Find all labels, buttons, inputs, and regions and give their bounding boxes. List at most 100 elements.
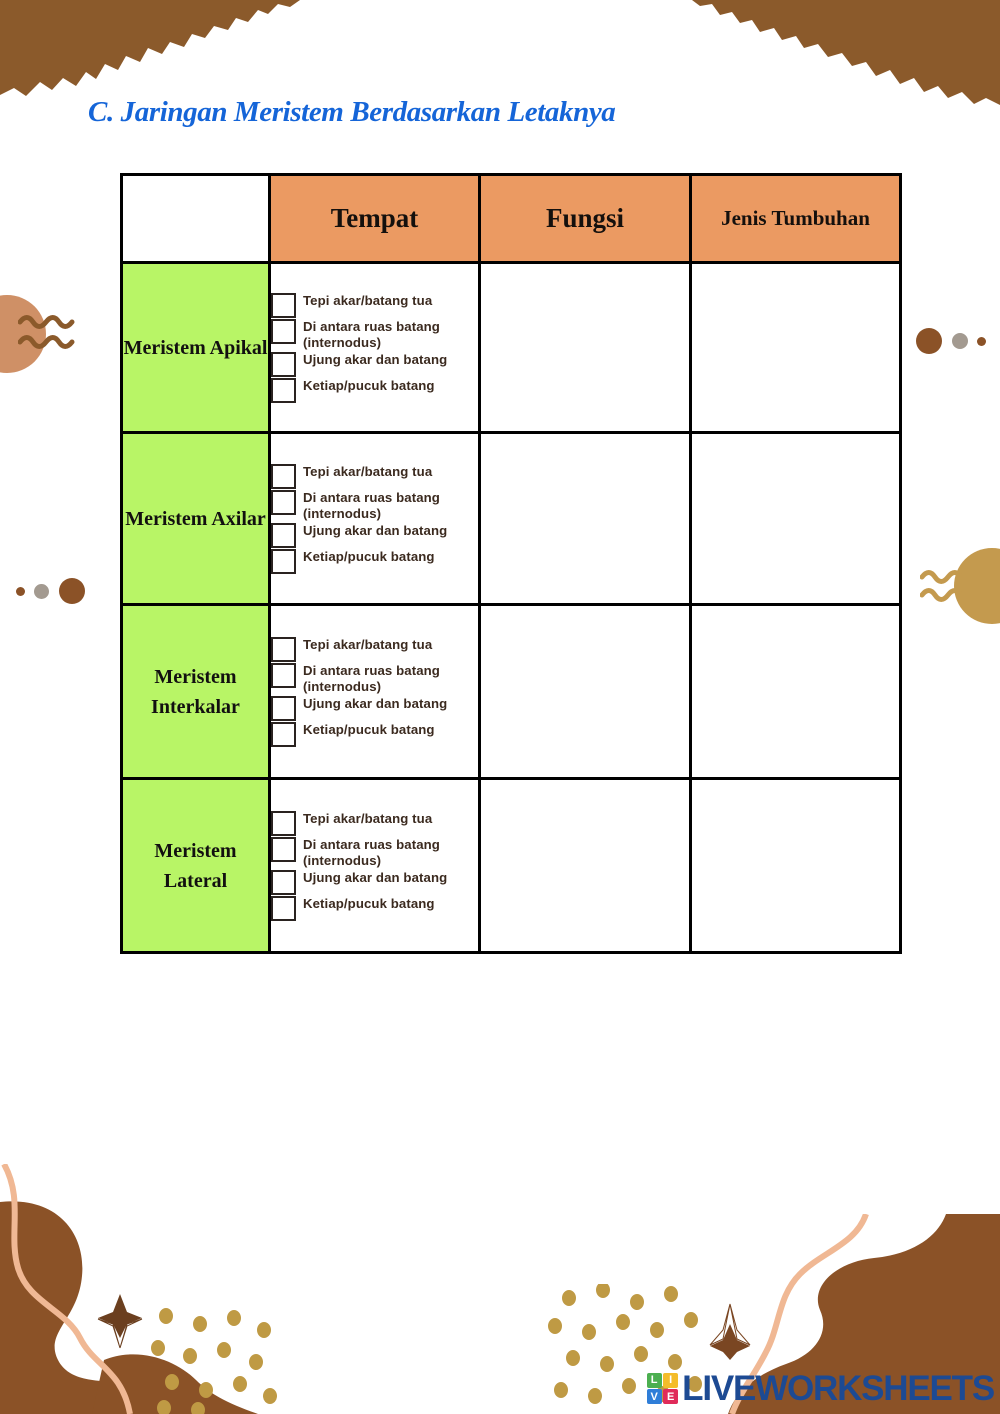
liveworksheets-watermark[interactable]: L I V E LIVEWORKSHEETS <box>646 1369 995 1408</box>
column-header-tempat: Tempat <box>268 173 481 264</box>
wavy-lines-decoration-right <box>920 570 964 602</box>
checkbox-label: Ujung akar dan batang <box>303 695 448 711</box>
wavy-lines-decoration-left <box>18 315 75 349</box>
checkbox-option[interactable]: Di antara ruas batang (internodus) <box>271 489 478 521</box>
checkbox-icon[interactable] <box>271 522 296 548</box>
checkbox-icon[interactable] <box>271 377 296 403</box>
dot-large <box>916 328 943 354</box>
checkbox-label: Di antara ruas batang (internodus) <box>303 319 440 350</box>
checkbox-icon[interactable] <box>271 637 296 663</box>
jenis-tumbuhan-answer-cell[interactable] <box>689 431 902 606</box>
organic-blob-bottom-left <box>0 1164 258 1414</box>
checkbox-label: Tepi akar/batang tua <box>303 293 433 309</box>
checkbox-option[interactable]: Ujung akar dan batang <box>271 351 478 377</box>
meristem-worksheet-table: Tempat Fungsi Jenis Tumbuhan Meristem Ap… <box>120 173 902 954</box>
row-label-meristem-interkalar: Meristem Interkalar <box>120 603 271 780</box>
column-header-blank <box>120 173 271 264</box>
checkbox-icon[interactable] <box>271 869 296 895</box>
table-row: Meristem Lateral Tepi akar/batang tua Di… <box>120 777 902 954</box>
checkbox-icon[interactable] <box>271 319 296 345</box>
column-header-jenis-tumbuhan: Jenis Tumbuhan <box>689 173 902 264</box>
dot-small <box>977 336 986 346</box>
tempat-options-cell: Tepi akar/batang tua Di antara ruas bata… <box>268 261 481 434</box>
checkbox-option[interactable]: Di antara ruas batang (internodus) <box>271 662 478 694</box>
checkbox-option[interactable]: Ketiap/pucuk batang <box>271 548 478 574</box>
checkbox-icon[interactable] <box>271 293 296 319</box>
jenis-tumbuhan-answer-cell[interactable] <box>689 603 902 780</box>
checkbox-option[interactable]: Tepi akar/batang tua <box>271 636 478 663</box>
checkbox-option[interactable]: Ujung akar dan batang <box>271 522 478 548</box>
row-label-meristem-axilar: Meristem Axilar <box>120 431 271 606</box>
checkbox-option[interactable]: Ujung akar dan batang <box>271 695 478 721</box>
checkbox-label: Tepi akar/batang tua <box>303 464 433 480</box>
logo-square-i: I <box>663 1372 679 1388</box>
tempat-options-cell: Tepi akar/batang tua Di antara ruas bata… <box>268 777 481 954</box>
fungsi-answer-cell[interactable] <box>478 431 692 606</box>
fungsi-answer-cell[interactable] <box>478 261 692 434</box>
checkbox-option-list: Tepi akar/batang tua Di antara ruas bata… <box>271 810 478 921</box>
dot-small <box>16 586 25 596</box>
checkbox-label: Tepi akar/batang tua <box>303 637 433 653</box>
logo-square-e: E <box>663 1389 679 1405</box>
checkbox-option[interactable]: Tepi akar/batang tua <box>271 463 478 490</box>
checkbox-label: Tepi akar/batang tua <box>303 811 433 827</box>
gold-dot-pattern-left <box>151 1308 277 1414</box>
sparkle-icon-left <box>97 1294 143 1349</box>
checkbox-label: Di antara ruas batang (internodus) <box>303 490 440 521</box>
checkbox-label: Ujung akar dan batang <box>303 351 448 367</box>
jenis-tumbuhan-answer-cell[interactable] <box>689 777 902 954</box>
liveworksheets-logo-icon: L I V E <box>646 1372 679 1405</box>
checkbox-label: Ujung akar dan batang <box>303 522 448 538</box>
checkbox-option[interactable]: Di antara ruas batang (internodus) <box>271 836 478 868</box>
checkbox-icon[interactable] <box>271 351 296 377</box>
jenis-tumbuhan-answer-cell[interactable] <box>689 261 902 434</box>
checkbox-icon[interactable] <box>271 811 296 837</box>
checkbox-option[interactable]: Tepi akar/batang tua <box>271 292 478 319</box>
table-row: Meristem Apikal Tepi akar/batang tua Di … <box>120 261 902 434</box>
checkbox-icon[interactable] <box>271 663 296 689</box>
checkbox-option[interactable]: Tepi akar/batang tua <box>271 810 478 837</box>
checkbox-option[interactable]: Ujung akar dan batang <box>271 869 478 895</box>
torn-paper-top-decoration <box>0 0 1000 105</box>
checkbox-option[interactable]: Ketiap/pucuk batang <box>271 721 478 747</box>
fungsi-answer-cell[interactable] <box>478 777 692 954</box>
sparkle-icon-right <box>709 1303 751 1360</box>
liveworksheets-wordmark: LIVEWORKSHEETS <box>682 1369 995 1408</box>
checkbox-label: Ketiap/pucuk batang <box>303 895 435 911</box>
checkbox-option[interactable]: Ketiap/pucuk batang <box>271 377 478 403</box>
dot-medium <box>951 333 968 349</box>
checkbox-icon[interactable] <box>271 548 296 574</box>
logo-square-v: V <box>646 1389 662 1405</box>
checkbox-label: Di antara ruas batang (internodus) <box>303 663 440 694</box>
row-label-meristem-lateral: Meristem Lateral <box>120 777 271 954</box>
table-row: Meristem Interkalar Tepi akar/batang tua… <box>120 603 902 780</box>
checkbox-icon[interactable] <box>271 837 296 863</box>
fungsi-answer-cell[interactable] <box>478 603 692 780</box>
checkbox-option[interactable]: Ketiap/pucuk batang <box>271 895 478 921</box>
logo-square-l: L <box>646 1372 662 1388</box>
checkbox-icon[interactable] <box>271 695 296 721</box>
checkbox-icon[interactable] <box>271 490 296 516</box>
dot-large <box>58 578 85 604</box>
checkbox-label: Ketiap/pucuk batang <box>303 548 435 564</box>
checkbox-icon[interactable] <box>271 895 296 921</box>
checkbox-label: Ketiap/pucuk batang <box>303 377 435 393</box>
dot-medium <box>34 583 50 599</box>
circle-decoration-right <box>954 548 1000 624</box>
checkbox-label: Ketiap/pucuk batang <box>303 721 435 737</box>
checkbox-option-list: Tepi akar/batang tua Di antara ruas bata… <box>271 292 478 403</box>
checkbox-option-list: Tepi akar/batang tua Di antara ruas bata… <box>271 636 478 747</box>
checkbox-icon[interactable] <box>271 721 296 747</box>
row-label-meristem-apikal: Meristem Apikal <box>120 261 271 434</box>
table-header-row: Tempat Fungsi Jenis Tumbuhan <box>120 173 902 264</box>
tempat-options-cell: Tepi akar/batang tua Di antara ruas bata… <box>268 603 481 780</box>
tempat-options-cell: Tepi akar/batang tua Di antara ruas bata… <box>268 431 481 606</box>
table-row: Meristem Axilar Tepi akar/batang tua Di … <box>120 431 902 606</box>
checkbox-option-list: Tepi akar/batang tua Di antara ruas bata… <box>271 463 478 574</box>
column-header-fungsi: Fungsi <box>478 173 692 264</box>
circle-decoration-left <box>0 295 46 373</box>
checkbox-icon[interactable] <box>271 464 296 490</box>
checkbox-label: Di antara ruas batang (internodus) <box>303 837 440 868</box>
page-title: C. Jaringan Meristem Berdasarkan Letakny… <box>88 96 616 128</box>
checkbox-option[interactable]: Di antara ruas batang (internodus) <box>271 318 478 350</box>
